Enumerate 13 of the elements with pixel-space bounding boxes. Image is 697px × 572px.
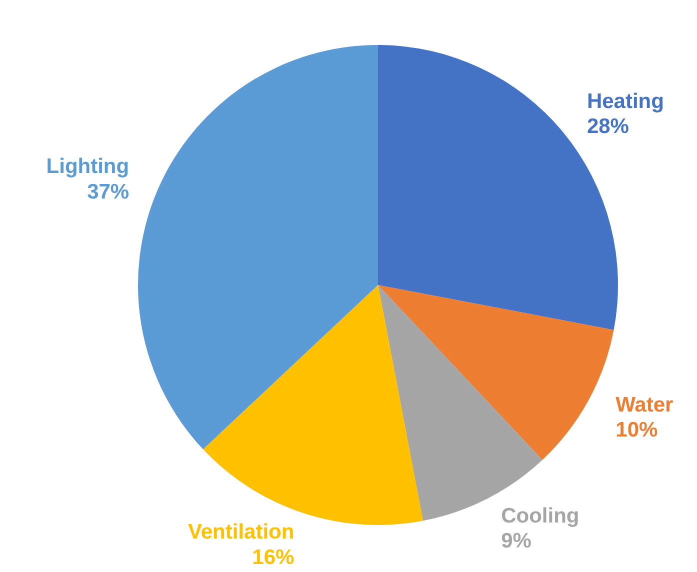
slice-label: Heating: [586, 90, 664, 113]
data-label: 9%: [501, 530, 532, 553]
pie-slice: [203, 285, 423, 525]
slice-label: Lighting: [46, 155, 130, 178]
pie-slice: [138, 45, 378, 450]
data-label: 16%: [252, 546, 295, 569]
data-label: 37%: [87, 180, 130, 204]
slice-label: Cooling: [501, 504, 580, 528]
slice-label: Water: [616, 393, 674, 416]
data-label: 10%: [616, 418, 658, 442]
data-label: 28%: [586, 115, 630, 138]
pie-slice: [378, 285, 614, 460]
slice-label: Ventilation: [188, 520, 294, 544]
